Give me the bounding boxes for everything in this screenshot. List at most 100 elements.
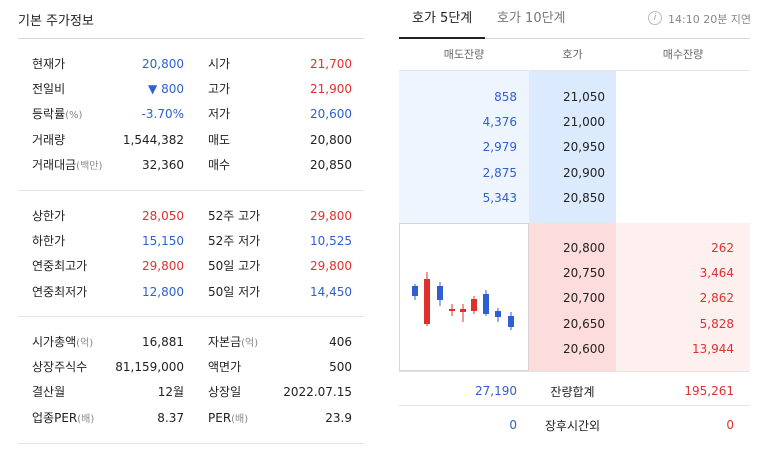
info-label: 52주 고가 [208,209,261,223]
ask-qty: 858 [494,90,517,104]
info-label: 자본금(억) [208,335,259,349]
info-label: 연중최저가 [32,284,88,299]
bid-price[interactable]: 20,800 [563,241,605,255]
info-label: 저가 [208,107,231,122]
ask-qty: 4,376 [482,115,517,130]
info-value: 23.9 [325,410,352,425]
info-label: 전일비 [32,82,66,97]
divider [18,38,364,39]
info-value: 29,800 [142,259,184,274]
info-row: 상한가 28,050 52주 고가 29,800 [0,208,370,233]
candle [412,284,418,300]
info-label: 하한가 [32,234,66,249]
info-label: 매도 [208,132,231,147]
divider [399,405,750,406]
info-value: 20,800 [310,132,352,147]
info-value: 20,850 [310,157,352,172]
candle [437,282,443,306]
ask-price[interactable]: 21,000 [563,115,605,130]
info-value: 81,159,000 [115,360,184,375]
ask-qty-area [399,71,529,223]
info-row: 거래량 1,544,382 매도 20,800 [0,132,370,157]
info-label: 52주 저가 [208,234,261,249]
info-label: 상한가 [32,209,66,223]
info-value: -3.70% [141,107,184,122]
ask-price[interactable]: 20,850 [563,190,605,205]
candle [495,308,501,322]
active-tab-indicator [399,37,485,39]
info-label: 거래대금(백만) [32,157,103,172]
info-value: ▼ 800 [148,82,184,97]
candle [449,304,455,316]
info-value: 12월 [157,385,184,400]
bid-price[interactable]: 20,700 [563,291,605,306]
after-hours-ask-qty: 0 [509,418,517,432]
tab-orderbook-10[interactable]: 호가 10단계 [497,11,566,26]
bid-qty: 2,862 [699,291,734,306]
info-label: 등락률(%) [32,107,83,122]
ask-qty: 2,875 [482,165,517,180]
section-title-basic-price-info: 기본 주가정보 [18,14,94,29]
info-label: 결산월 [32,385,66,400]
info-row: 업종PER(배) 8.37 PER(배) 23.9 [0,410,370,435]
info-value: 500 [329,360,352,375]
delay-time-notice: 14:10 20분 지연 [668,13,752,26]
info-row: 상장주식수 81,159,000 액면가 500 [0,359,370,384]
bid-qty-area [616,223,750,371]
ask-price[interactable]: 21,050 [563,90,605,104]
info-value: 21,700 [310,57,352,71]
divider [18,316,364,317]
bid-price[interactable]: 20,650 [563,316,605,331]
info-label: 액면가 [208,360,242,375]
info-label: PER(배) [208,410,249,425]
info-label: 현재가 [32,57,66,71]
info-label: 업종PER(배) [32,410,95,425]
ask-price[interactable]: 20,950 [563,140,605,155]
candlestick-chart-svg [412,272,514,330]
info-row: 결산월 12월 상장일 2022.07.15 [0,384,370,409]
info-row: 하한가 15,150 52주 저가 10,525 [0,233,370,258]
info-row: 시가총액(억) 16,881 자본금(억) 406 [0,334,370,359]
divider [18,190,364,191]
info-label: 연중최고가 [32,259,88,274]
info-label: 시가 [208,57,231,71]
col-header-bid-qty: 매수잔량 [662,48,704,61]
info-value: 16,881 [142,335,184,349]
info-row: 연중최고가 29,800 50일 고가 29,800 [0,258,370,283]
col-header-ask-qty: 매도잔량 [443,48,485,61]
info-value: 2022.07.15 [283,385,352,400]
candle [471,296,477,314]
ask-price[interactable]: 20,900 [563,165,605,180]
info-row: 등락률(%) -3.70% 저가 20,600 [0,106,370,131]
info-label: 50일 고가 [208,259,261,274]
bid-qty: 3,464 [699,266,734,281]
info-value: 10,525 [310,234,352,249]
info-label: 매수 [208,157,231,172]
info-value: 21,900 [310,82,352,97]
divider [18,443,364,444]
total-remaining-label: 잔량합계 [550,385,595,399]
info-value: 406 [329,335,352,349]
mini-candlestick-chart [399,223,529,371]
info-value: 28,050 [142,209,184,223]
after-hours-label: 장후시간외 [544,419,601,433]
info-value: 29,800 [310,209,352,223]
bid-price[interactable]: 20,600 [563,341,605,356]
info-label: 상장주식수 [32,360,88,375]
tab-orderbook-5[interactable]: 호가 5단계 [412,11,473,26]
info-value: 15,150 [142,234,184,249]
candle [508,312,514,330]
candle [424,272,430,326]
info-value: 32,360 [142,157,184,172]
divider [399,38,750,39]
info-value: 1,544,382 [122,132,184,147]
info-icon[interactable]: i [648,11,662,25]
ask-total-qty: 27,190 [475,384,517,398]
bid-qty: 262 [711,241,734,255]
bid-qty: 13,944 [692,341,734,356]
info-row: 연중최저가 12,800 50일 저가 14,450 [0,284,370,309]
bid-price[interactable]: 20,750 [563,266,605,281]
info-value: 8.37 [157,410,184,425]
info-value: 29,800 [310,259,352,274]
candle [483,290,489,316]
